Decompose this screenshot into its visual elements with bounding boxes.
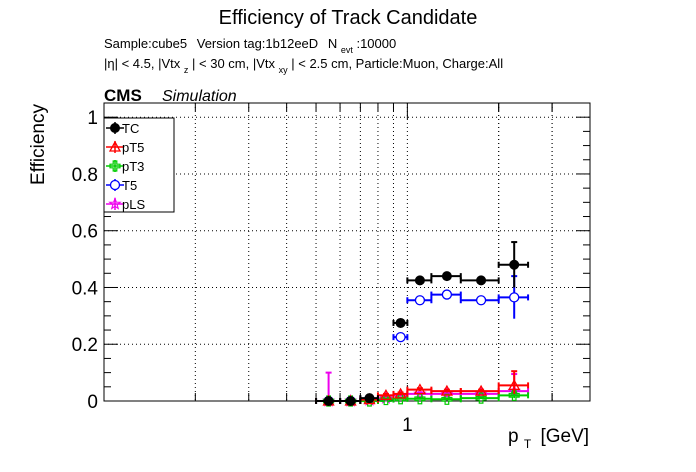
cms-label: CMS [104,86,142,105]
marker-tc [441,271,452,282]
data-point-t5 [406,295,433,306]
x-axis-label-sub: T [524,437,532,451]
data-point-pt3 [430,393,462,405]
x-axis-label-main: p [508,426,519,447]
y-tick-label: 0.6 [72,222,98,243]
subtitle-z-cut: | < 30 cm, |Vtx [192,56,275,71]
data-point-t5 [392,331,409,343]
plot-frame [103,102,591,402]
marker-pt5 [379,388,393,400]
marker-tc [476,275,487,286]
legend-label: pLS [122,197,145,212]
legend-entry-tc: TC [106,121,139,136]
subtitle-xy-sub: xy [279,65,289,75]
marker-pt3 [441,393,453,405]
data-point-tc [315,396,342,406]
marker-pt3 [380,393,392,406]
legend-marker-pt5 [108,140,122,152]
marker-tc [414,275,425,286]
x-tick-label: 1 [402,415,413,436]
data-point-tc [359,393,379,404]
legend-label: pT5 [122,140,144,155]
marker-t5 [395,331,406,343]
marker-t5 [414,295,426,306]
marker-tc [364,393,375,404]
subtitle-version: Version tag:1b12eeD [197,36,318,51]
data-point-pt5 [459,384,500,396]
marker-pt3 [508,389,520,401]
x-axis-label-unit: [GeV] [540,426,589,447]
legend-label: T5 [122,178,137,193]
legend-label: pT3 [122,159,144,174]
legend-marker-tc [110,123,120,133]
marker-t5 [441,289,453,300]
data-point-pt5 [430,384,462,396]
legend: TC pT5 pT3 T5 pLS [103,117,175,213]
data-points [315,241,530,407]
subtitle-nevt-sub: evt [341,45,354,55]
marker-tc [395,317,406,328]
subtitle-line-2: |η| < 4.5, |Vtx z | < 30 cm, |Vtx xy | <… [104,56,503,76]
simulation-label: Simulation [162,88,237,105]
series-tc [315,241,530,406]
marker-pt3 [414,393,426,405]
data-point-t5 [459,295,500,306]
data-point-tc [459,275,500,286]
marker-pt5 [413,383,427,395]
y-tick-label: 0 [87,392,98,413]
marker-tc [509,259,520,270]
marker-pt5 [440,384,454,396]
subtitle-nevt-value: :10000 [356,36,396,51]
marker-pt3 [475,392,487,404]
marker-pt5 [474,384,488,396]
y-tick-label: 0.4 [72,278,99,299]
subtitle-line-1: Sample:cube5 Version tag:1b12eeD N evt :… [104,36,396,56]
y-tick-label: 1 [87,108,98,129]
marker-pt5 [508,379,521,391]
marker-tc [345,396,356,406]
legend-label: TC [122,121,139,136]
subtitle-z-sub: z [184,65,189,75]
legend-entry-t5: T5 [106,178,137,193]
data-point-tc [339,396,362,406]
subtitle-nevt-label: N [328,36,337,51]
legend-entry-pt3: pT3 [106,159,144,174]
x-axis-label: p T [GeV] [508,426,589,453]
series-t5 [315,275,530,407]
data-point-tc [406,275,433,286]
y-tick-label: 0.8 [72,165,98,186]
legend-entry-pt5: pT5 [106,140,144,155]
subtitle-eta-cut: |η| < 4.5, |Vtx [104,56,181,71]
subtitle-rest: | < 2.5 cm, Particle:Muon, Charge:All [291,56,503,71]
marker-tc [323,396,334,406]
legend-entry-pls: pLS [106,196,145,212]
data-point-tc [392,317,409,328]
data-point-pt5 [497,370,530,394]
subtitle-sample: Sample:cube5 [104,36,187,51]
legend-marker-pt3 [109,160,121,172]
legend-marker-pls [108,196,122,210]
chart-title: Efficiency of Track Candidate [219,7,478,29]
y-axis-label: Efficiency [28,104,49,185]
grid [104,103,591,401]
marker-pt5 [394,387,407,399]
data-point-t5 [430,289,462,300]
data-point-tc [430,271,462,282]
y-tick-label: 0.2 [72,335,98,356]
marker-t5 [475,295,487,306]
legend-marker-t5 [109,179,121,191]
data-point-tc [497,241,530,288]
marker-t5 [509,292,520,303]
